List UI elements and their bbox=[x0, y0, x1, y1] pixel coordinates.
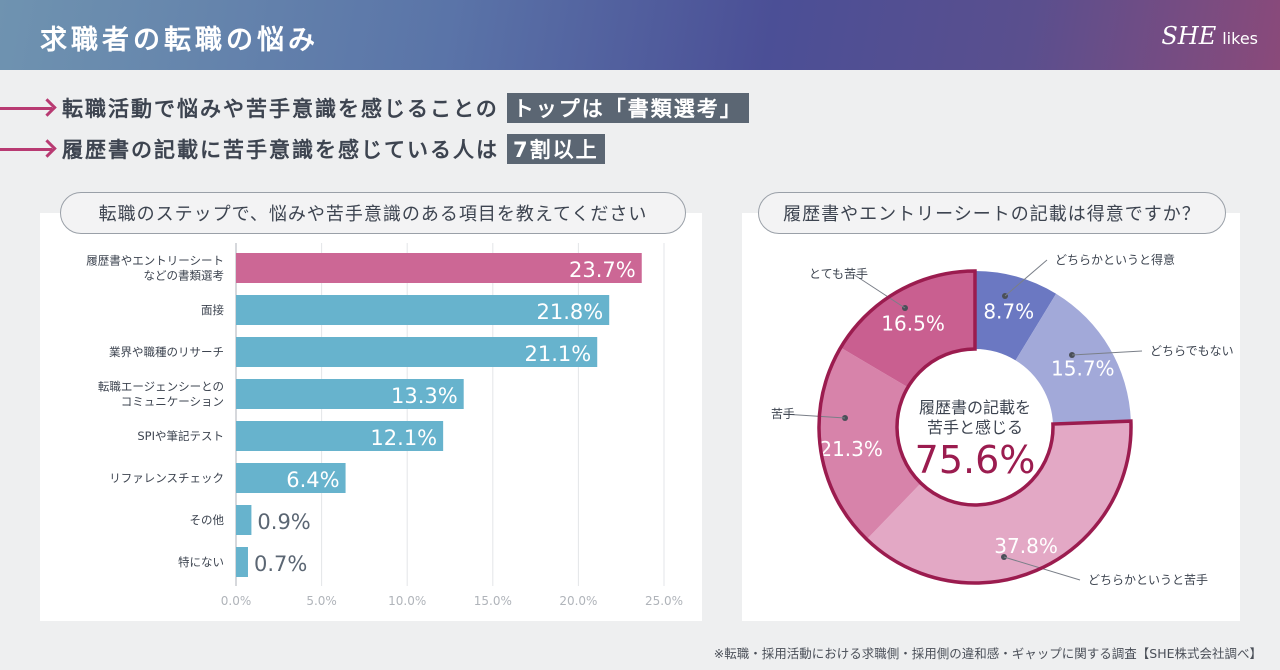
value-label: 12.1% bbox=[370, 426, 437, 450]
slice-category-label: どちらかというと苦手 bbox=[1088, 573, 1208, 587]
slice-value-label: 16.5% bbox=[881, 311, 945, 335]
value-label: 0.9% bbox=[257, 510, 310, 534]
highlight-outline bbox=[817, 269, 1133, 585]
x-tick-label: 20.0% bbox=[559, 594, 597, 608]
bar-chart-title: 転職のステップで、悩みや苦手意識のある項目を教えてください bbox=[60, 192, 686, 234]
category-label: SPIや筆記テスト bbox=[137, 429, 224, 443]
highlight-tag: 7割以上 bbox=[507, 134, 605, 164]
slice-category-label: どちらでもない bbox=[1150, 344, 1234, 358]
category-label: コミュニケーション bbox=[121, 395, 224, 409]
leader-line bbox=[852, 273, 906, 309]
category-label: 業界や職種のリサーチ bbox=[109, 345, 224, 359]
slice-value-label: 8.7% bbox=[983, 300, 1034, 324]
category-label: 面接 bbox=[201, 303, 224, 317]
slice-category-label: どちらかというと得意 bbox=[1055, 252, 1175, 267]
highlight-text: 履歴書の記載に苦手意識を感じている人は bbox=[62, 138, 499, 162]
value-label: 13.3% bbox=[391, 384, 458, 408]
highlight-1: 転職活動で悩みや苦手意識を感じることの トップは「書類選考」 bbox=[0, 93, 749, 123]
slice-value-label: 37.8% bbox=[994, 534, 1058, 558]
x-tick-label: 5.0% bbox=[306, 594, 337, 608]
category-label: 履歴書やエントリーシート bbox=[86, 254, 224, 268]
leader-line bbox=[1071, 350, 1143, 356]
donut-slice bbox=[1015, 293, 1131, 425]
highlight-tag: トップは「書類選考」 bbox=[506, 93, 749, 123]
center-label: 履歴書の記載を bbox=[919, 398, 1031, 417]
x-tick-label: 15.0% bbox=[474, 594, 512, 608]
donut-chart-title: 履歴書やエントリーシートの記載は得意ですか？ bbox=[758, 192, 1226, 234]
category-label: などの書類選考 bbox=[144, 269, 225, 283]
bar bbox=[236, 463, 346, 493]
donut-slice bbox=[975, 271, 1057, 361]
value-label: 6.4% bbox=[286, 468, 339, 492]
x-tick-label: 0.0% bbox=[221, 594, 252, 608]
category-label: その他 bbox=[190, 513, 225, 527]
bar bbox=[236, 253, 642, 283]
category-label: リファレンスチェック bbox=[109, 471, 224, 485]
bar bbox=[236, 379, 464, 409]
donut-slice bbox=[818, 347, 921, 540]
arrow-icon bbox=[0, 106, 52, 110]
leader-line bbox=[1004, 259, 1048, 297]
x-tick-label: 25.0% bbox=[645, 594, 683, 608]
value-label: 21.1% bbox=[525, 342, 592, 366]
bar bbox=[236, 505, 252, 535]
value-label: 0.7% bbox=[254, 552, 307, 576]
arrow-icon bbox=[0, 147, 52, 151]
category-label: 特にない bbox=[178, 555, 224, 569]
leader-line bbox=[782, 413, 846, 419]
slice-value-label: 21.3% bbox=[819, 437, 883, 461]
value-label: 23.7% bbox=[569, 258, 636, 282]
center-label: 苦手と感じる bbox=[927, 418, 1023, 437]
highlight-2: 履歴書の記載に苦手意識を感じている人は 7割以上 bbox=[0, 134, 605, 164]
highlight-text: 転職活動で悩みや苦手意識を感じることの bbox=[62, 97, 499, 121]
brand-logo: SHE likes bbox=[1161, 22, 1258, 50]
bar bbox=[236, 295, 610, 325]
header-banner: 求職者の転職の悩み SHE likes bbox=[0, 0, 1280, 70]
page-title: 求職者の転職の悩み bbox=[40, 25, 319, 56]
donut-slice bbox=[840, 271, 975, 388]
value-label: 21.8% bbox=[536, 300, 603, 324]
category-label: 転職エージェンシーとの bbox=[98, 380, 224, 394]
bar bbox=[236, 337, 598, 367]
slice-value-label: 15.7% bbox=[1051, 357, 1115, 381]
slice-category-label: 苦手 bbox=[771, 407, 795, 421]
bar bbox=[236, 421, 444, 451]
slice-category-label: とても苦手 bbox=[809, 267, 868, 281]
footnote: ※転職・採用活動における求職側・採用側の違和感・ギャップに関する調査【SHE株式… bbox=[713, 646, 1262, 661]
center-value: 75.6% bbox=[915, 438, 1036, 482]
bar bbox=[236, 547, 248, 577]
x-tick-label: 10.0% bbox=[388, 594, 426, 608]
